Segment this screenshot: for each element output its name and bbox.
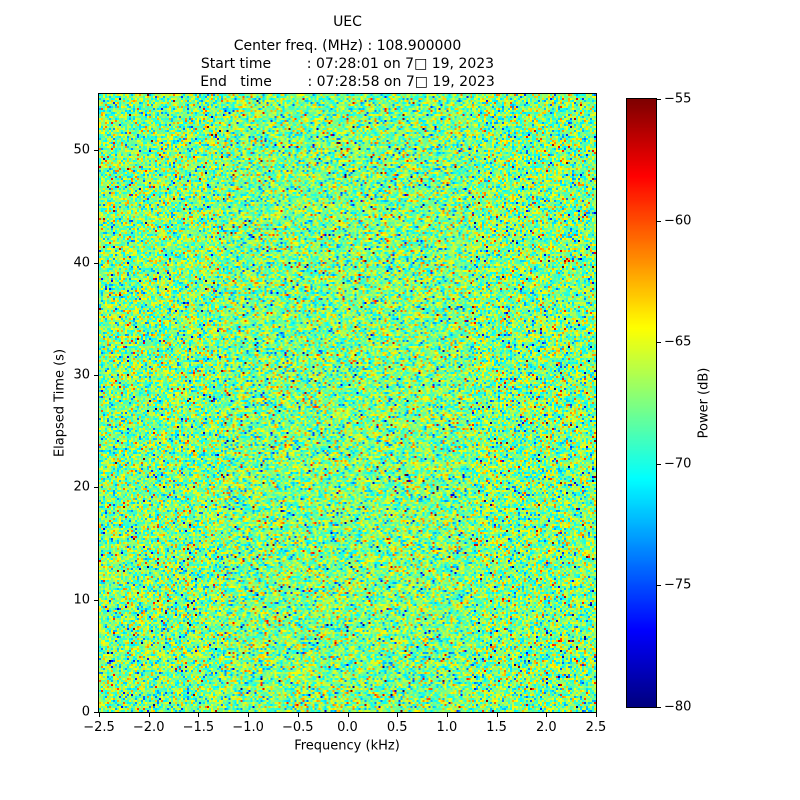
x-tick-label: 2.0 (535, 720, 557, 735)
x-tick-mark (546, 713, 548, 717)
y-tick-label: 40 (73, 255, 90, 271)
colorbar-tick-mark (657, 99, 661, 100)
figure-header: UEC Center freq. (MHz) : 108.900000 Star… (99, 13, 596, 91)
y-tick-label: 50 (73, 142, 90, 158)
x-tick-mark (496, 713, 498, 717)
x-tick-mark (148, 713, 150, 717)
x-tick-label: −2.0 (132, 720, 165, 735)
x-tick-mark (446, 713, 448, 717)
subtitle-end-time: End time : 07:28:58 on 7□ 19, 2023 (200, 74, 495, 90)
y-axis-label: Elapsed Time (s) (52, 348, 68, 458)
colorbar-tick-label: −55 (664, 91, 692, 107)
x-tick-mark (596, 713, 597, 717)
x-tick-mark (297, 713, 299, 717)
x-tick-mark (248, 713, 250, 717)
y-tick-label: 0 (81, 704, 90, 720)
colorbar-tick-mark (657, 707, 661, 708)
x-tick-label: 1.5 (486, 720, 507, 735)
figure-title: UEC (333, 14, 362, 30)
x-tick-label: −1.5 (182, 720, 215, 735)
colorbar-tick-label: −80 (664, 699, 692, 715)
x-tick-label: 2.5 (585, 720, 607, 735)
colorbar-border (626, 98, 657, 708)
subtitle-start-time: Start time : 07:28:01 on 7□ 19, 2023 (200, 56, 495, 72)
x-tick-label: 0.5 (386, 720, 408, 735)
subtitle-center-freq: Center freq. (MHz) : 108.900000 (233, 38, 462, 54)
x-tick-mark (347, 713, 349, 717)
x-tick-label: −1.0 (232, 720, 264, 735)
x-tick-label: 0.0 (337, 720, 358, 735)
y-tick-label: 10 (73, 592, 90, 608)
colorbar-tick-label: −65 (664, 334, 692, 350)
colorbar-canvas (627, 99, 656, 707)
colorbar-label: Power (dB) (696, 367, 712, 439)
colorbar-tick-mark (657, 342, 661, 344)
heatmap-canvas (99, 94, 596, 712)
x-tick-label: −0.5 (282, 720, 314, 735)
colorbar-tick-label: −70 (664, 456, 692, 472)
x-tick-label: −2.5 (83, 720, 115, 735)
x-tick-label: 1.0 (436, 720, 458, 735)
colorbar-tick-label: −75 (664, 577, 692, 593)
colorbar-tick-mark (657, 220, 661, 222)
y-tick-label: 20 (73, 479, 90, 495)
y-tick-label: 30 (73, 367, 90, 383)
colorbar-tick-mark (657, 463, 661, 465)
x-tick-mark (397, 713, 399, 717)
colorbar-tick-label: −60 (664, 213, 692, 229)
colorbar-tick-mark (657, 585, 661, 587)
plot-border (98, 93, 597, 713)
x-axis-label: Frequency (kHz) (294, 738, 400, 754)
x-tick-mark (198, 713, 200, 717)
x-tick-mark (99, 713, 100, 717)
